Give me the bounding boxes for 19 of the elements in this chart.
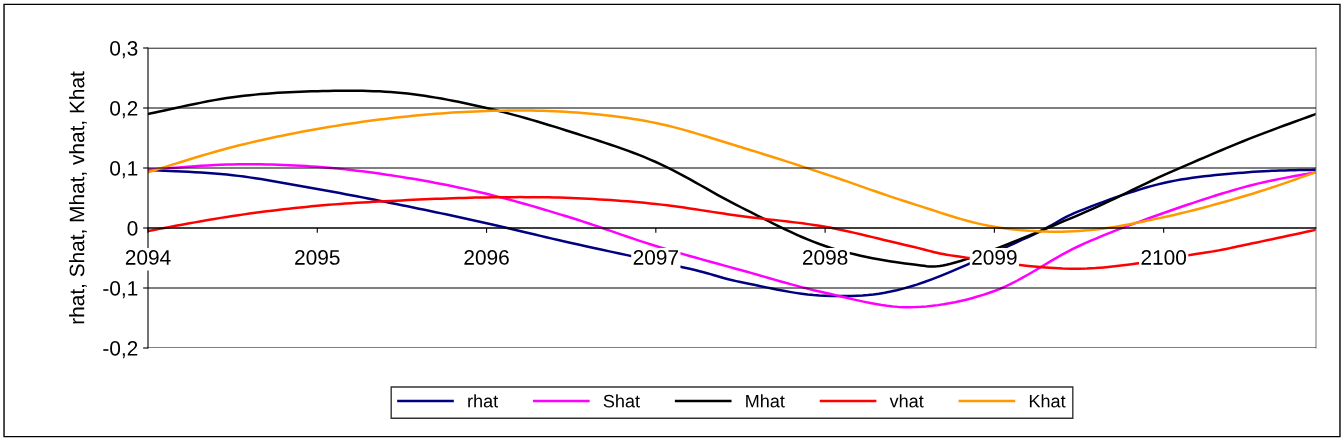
legend-label: Mhat	[746, 394, 785, 408]
y-tick-label: 0	[127, 221, 138, 236]
legend-label: rhat	[468, 394, 499, 408]
x-tick-label: 2099	[972, 250, 1017, 265]
y-tick-label: 0,1	[110, 161, 138, 179]
y-tick-label: -0,1	[103, 281, 138, 299]
y-axis-title: rhat, Shat, Mhat, vhat, Khat	[69, 71, 87, 324]
y-tick-label: 0,3	[110, 41, 138, 59]
x-tick-label: 2096	[464, 250, 509, 265]
x-tick-label: 2094	[125, 250, 171, 265]
legend-label: vhat	[889, 394, 924, 408]
legend-label: Shat	[603, 394, 640, 408]
y-tick-label: -0,2	[103, 341, 138, 359]
x-tick-label: 2100	[1141, 250, 1187, 265]
x-tick-label: 2095	[295, 250, 340, 265]
y-tick-label: 0,2	[110, 101, 138, 119]
x-tick-label: 2098	[802, 250, 848, 265]
x-tick-label: 2097	[633, 250, 678, 265]
legend-label: Khat	[1029, 394, 1066, 408]
